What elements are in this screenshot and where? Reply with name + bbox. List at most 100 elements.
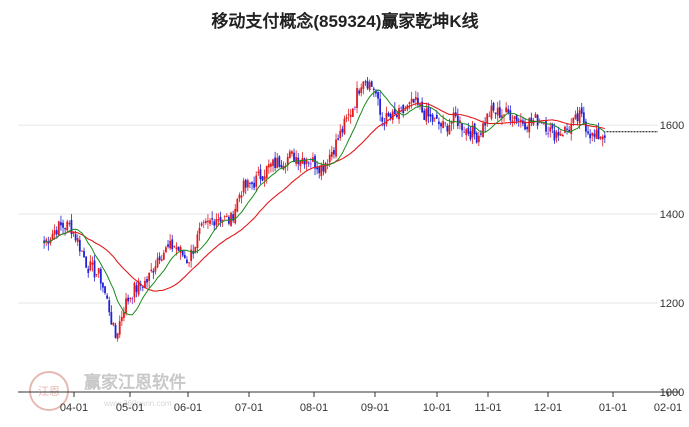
candle	[78, 235, 81, 257]
watermark-logo-icon	[29, 371, 69, 411]
candle	[324, 161, 327, 174]
candle	[76, 234, 79, 247]
chart-title: 移动支付概念(859324)赢家乾坤K线	[211, 11, 478, 31]
candle	[322, 159, 325, 176]
candle	[473, 122, 476, 140]
candle	[372, 86, 375, 97]
candle	[530, 112, 533, 127]
candle	[240, 191, 243, 204]
candle	[150, 263, 153, 273]
y-tick-label: 1600	[660, 120, 684, 132]
candle	[167, 239, 169, 249]
candle	[106, 293, 109, 300]
candle	[503, 114, 505, 122]
candle	[452, 107, 455, 130]
candles	[43, 77, 606, 342]
candle	[494, 112, 497, 119]
candle	[87, 265, 90, 278]
candle	[280, 160, 283, 168]
candle	[118, 315, 121, 338]
x-ticks: 04-01 05-01 06-01 07-01 08-01 09-01 10-01 11-01…	[60, 392, 682, 414]
candle	[545, 117, 547, 136]
candle	[524, 118, 526, 131]
candle	[387, 111, 390, 117]
candle	[114, 322, 117, 339]
candle	[519, 113, 522, 128]
candle	[196, 230, 199, 254]
x-tick-label: 01-01	[599, 402, 627, 414]
candle	[68, 220, 71, 227]
candle	[547, 126, 550, 138]
candle	[423, 108, 426, 121]
ma-short-line	[43, 89, 606, 316]
candle	[60, 215, 62, 231]
candle	[232, 210, 235, 224]
candle	[253, 176, 256, 191]
candle	[526, 125, 529, 133]
candle	[417, 92, 419, 109]
candle	[102, 281, 104, 293]
candle	[242, 177, 245, 197]
candle	[385, 106, 388, 127]
candle	[160, 254, 163, 262]
candle	[112, 322, 115, 327]
candle	[549, 122, 552, 138]
candle	[312, 152, 314, 163]
candle	[379, 91, 382, 122]
candle	[270, 162, 272, 173]
candle	[70, 214, 73, 239]
candle	[599, 136, 602, 140]
candle	[123, 306, 125, 322]
candle	[97, 267, 100, 278]
candle	[89, 255, 92, 272]
candle	[57, 220, 60, 237]
candle	[209, 218, 211, 227]
candle	[488, 111, 491, 117]
candle	[440, 121, 442, 134]
candle	[366, 77, 369, 91]
candle	[249, 182, 251, 188]
candle	[475, 131, 478, 144]
candle	[125, 292, 127, 316]
candle	[505, 102, 508, 114]
candle	[469, 126, 472, 142]
candle	[557, 126, 560, 141]
x-tick-label: 11-01	[474, 402, 501, 414]
candle	[188, 262, 190, 268]
candle	[580, 103, 583, 118]
candle	[383, 117, 386, 131]
watermark-brand: 赢家江恩软件	[84, 372, 186, 393]
candle	[490, 99, 493, 121]
candle	[412, 98, 415, 104]
candle	[370, 80, 373, 88]
candle	[330, 145, 333, 161]
candle	[337, 134, 340, 141]
candle	[463, 126, 466, 133]
watermark: 江恩 赢家江恩软件 www.360gann.com	[29, 371, 186, 411]
candle	[589, 129, 592, 144]
candle	[513, 115, 516, 125]
candle	[471, 121, 474, 144]
candle	[173, 245, 176, 248]
candle	[81, 250, 83, 252]
candle	[354, 106, 356, 111]
candle	[284, 162, 287, 174]
x-tick-label: 10-01	[423, 402, 451, 414]
candle	[553, 123, 556, 144]
candle	[341, 125, 344, 137]
candle	[251, 181, 253, 190]
candle	[408, 101, 411, 110]
y-tick-label: 1400	[660, 209, 684, 221]
candle	[307, 161, 310, 167]
x-tick-label: 06-01	[174, 402, 202, 414]
candle	[137, 277, 140, 297]
candle	[246, 178, 249, 191]
candle	[496, 101, 499, 122]
candle	[578, 106, 581, 129]
candle	[267, 159, 270, 174]
candle	[368, 79, 371, 92]
candle	[356, 81, 358, 114]
candle	[85, 255, 88, 269]
candle	[207, 214, 209, 229]
candle	[104, 286, 106, 295]
